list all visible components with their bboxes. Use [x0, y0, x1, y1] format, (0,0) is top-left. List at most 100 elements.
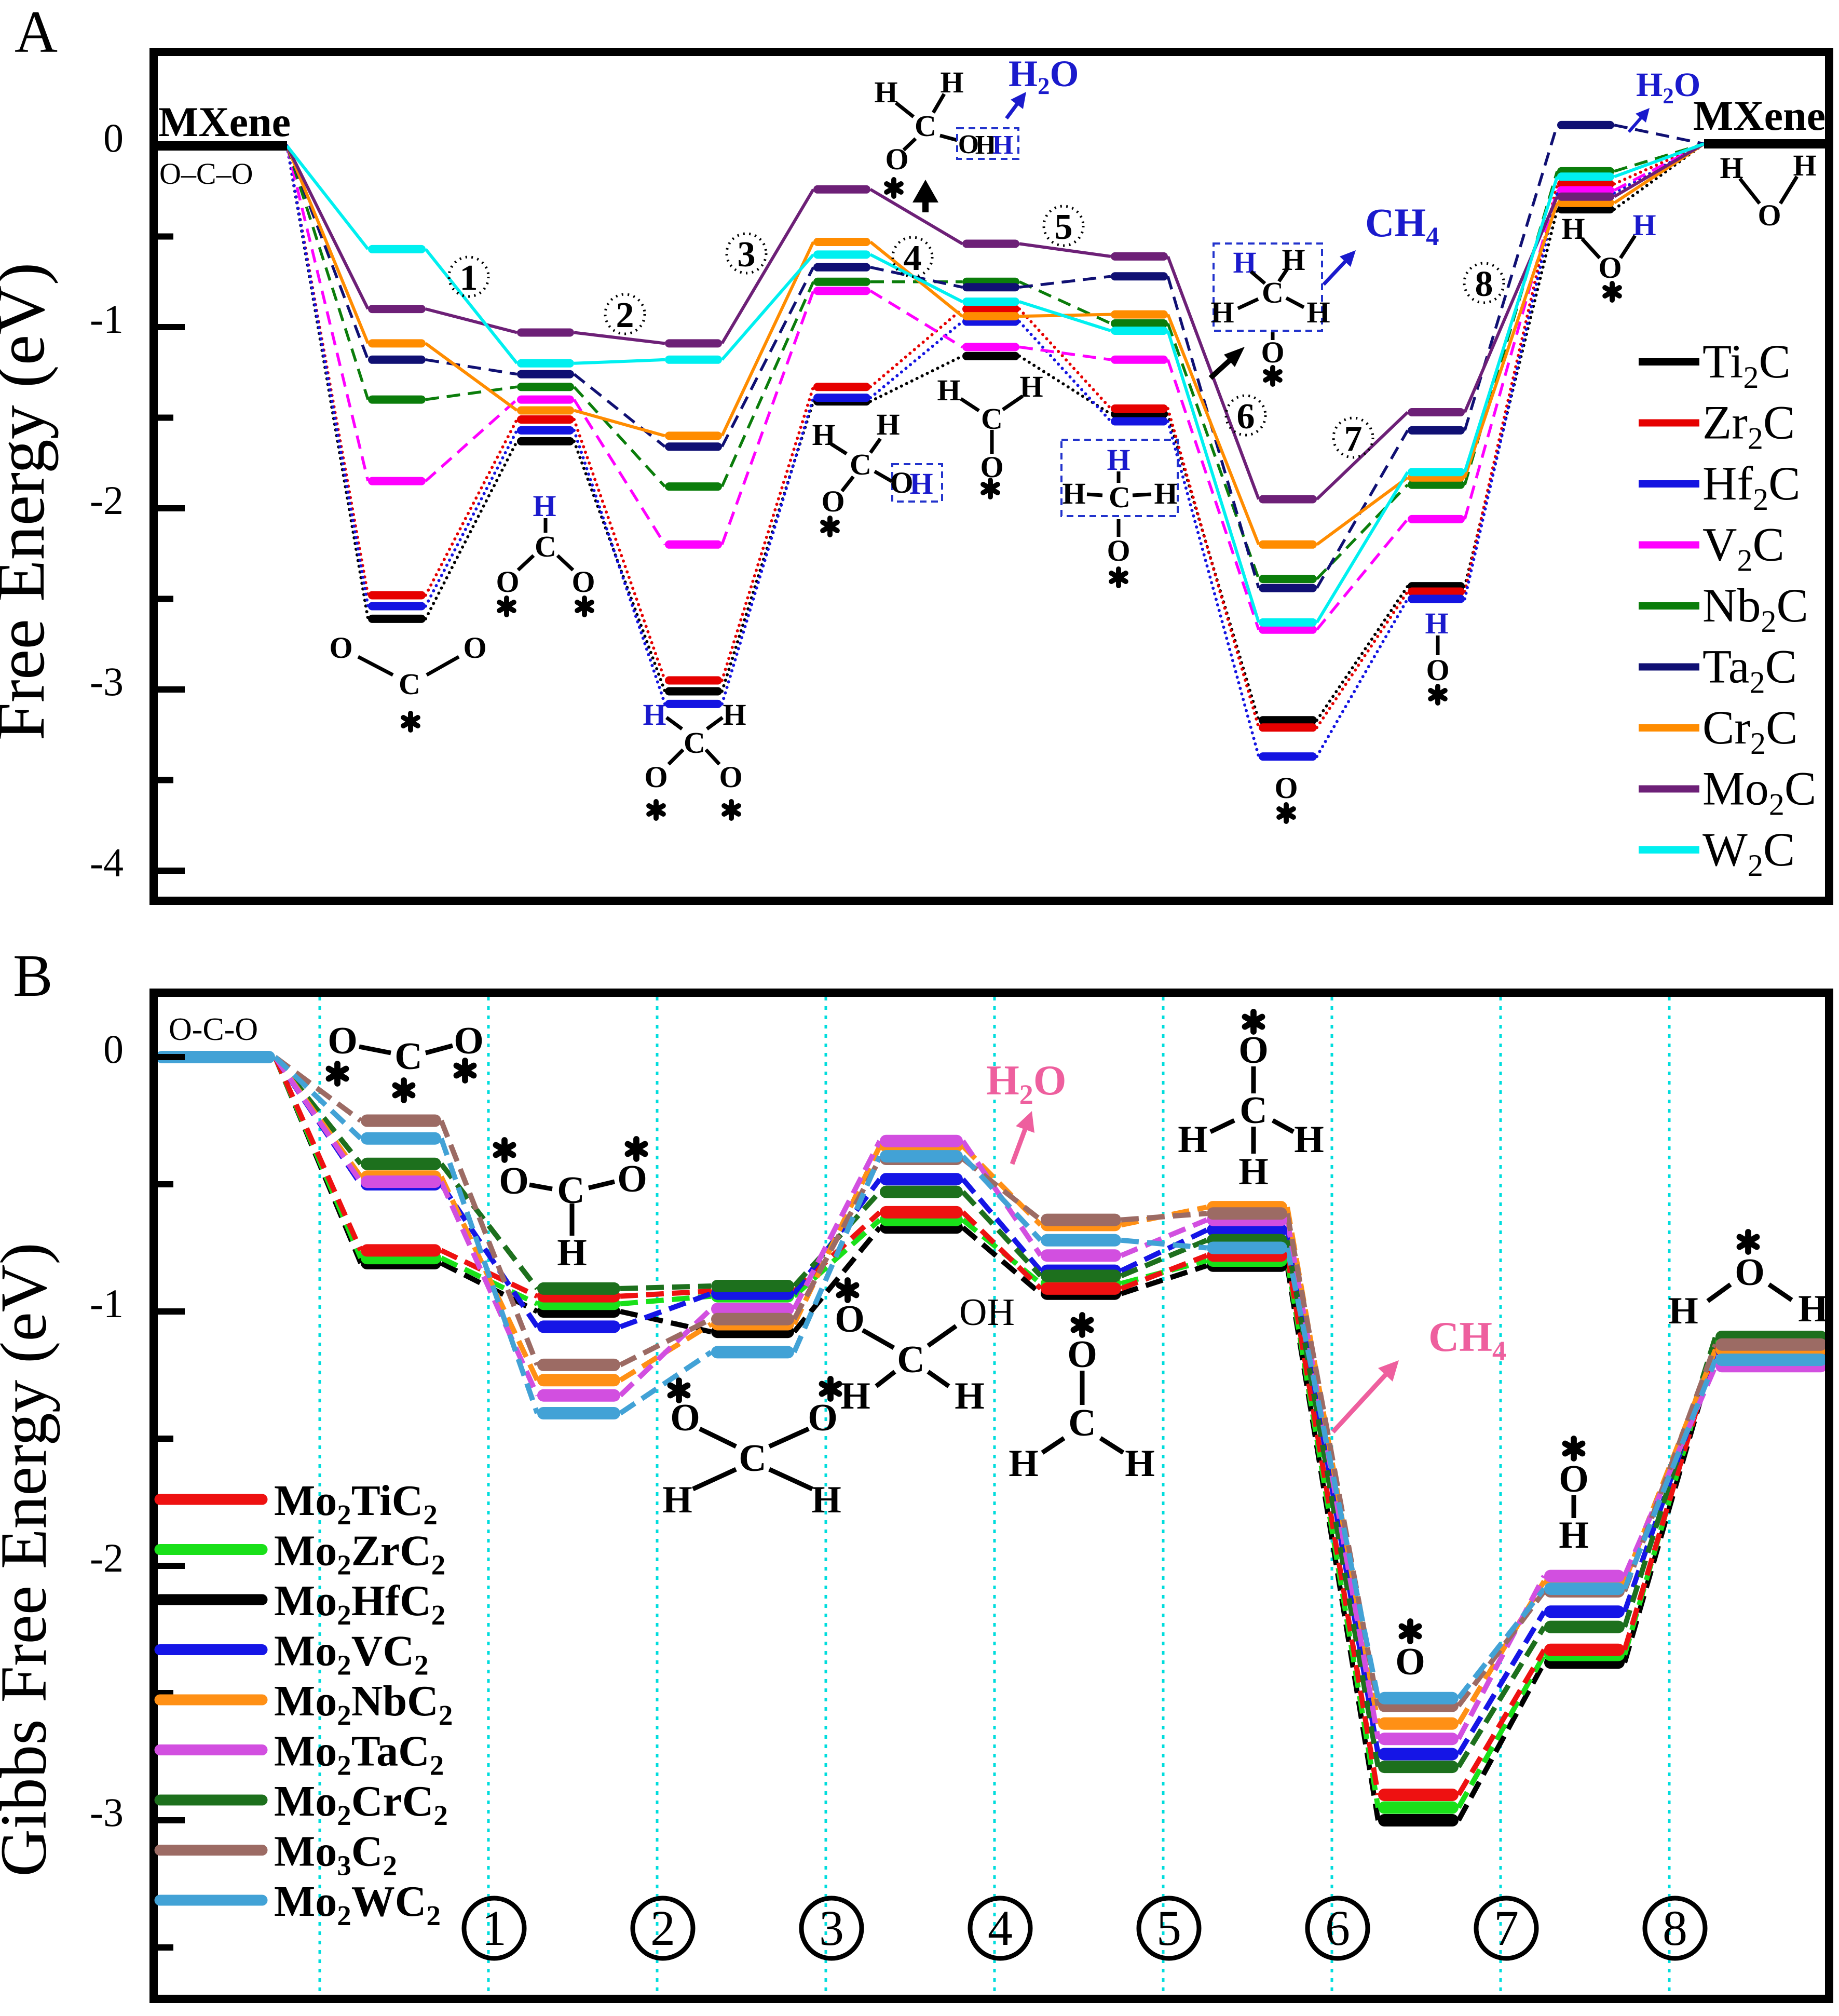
svg-text:C: C	[897, 1338, 924, 1381]
svg-text:8: 8	[1475, 264, 1493, 304]
svg-text:O: O	[463, 631, 486, 665]
svg-text:C: C	[739, 1437, 766, 1480]
svg-text:O: O	[890, 466, 913, 499]
svg-text:Mo2NbC2: Mo2NbC2	[274, 1677, 453, 1731]
svg-text:O: O	[821, 484, 844, 518]
svg-text:O: O	[670, 1397, 700, 1439]
svg-text:3: 3	[738, 235, 756, 275]
svg-text:H: H	[662, 1479, 692, 1521]
svg-text:O: O	[1274, 771, 1298, 805]
svg-text:O: O	[885, 142, 908, 176]
svg-text:O: O	[496, 565, 519, 599]
svg-text:0: 0	[103, 115, 124, 160]
svg-text:O: O	[499, 1160, 529, 1202]
svg-text:H: H	[1019, 370, 1043, 403]
svg-text:Mo2TaC2: Mo2TaC2	[274, 1727, 444, 1781]
svg-text:H2O: H2O	[986, 1057, 1067, 1110]
svg-text:H: H	[533, 489, 556, 523]
svg-text:5: 5	[1156, 1900, 1181, 1956]
svg-text:H: H	[992, 130, 1013, 160]
svg-text:3: 3	[819, 1900, 844, 1956]
svg-text:C: C	[850, 448, 871, 481]
svg-text:H: H	[1306, 295, 1330, 329]
svg-text:H: H	[937, 373, 960, 407]
svg-text:Mo2TiC2: Mo2TiC2	[274, 1477, 438, 1531]
svg-text:MXene: MXene	[158, 98, 291, 145]
svg-text:CH4: CH4	[1428, 1313, 1506, 1366]
svg-text:O: O	[1238, 1029, 1269, 1072]
svg-text:6: 6	[1237, 397, 1255, 437]
svg-text:Mo3C2: Mo3C2	[274, 1828, 397, 1882]
svg-text:O: O	[1067, 1333, 1097, 1376]
svg-text:Mo2CrC2: Mo2CrC2	[274, 1777, 448, 1831]
svg-text:6: 6	[1325, 1900, 1350, 1956]
svg-text:O: O	[644, 760, 668, 794]
svg-text:H: H	[1798, 1288, 1828, 1330]
svg-text:H: H	[723, 698, 746, 732]
svg-text:O: O	[329, 631, 352, 665]
svg-text:H: H	[1009, 1442, 1039, 1485]
svg-text:H: H	[1238, 1151, 1269, 1193]
svg-text:Gibbs Free Energy (eV): Gibbs Free Energy (eV)	[0, 1242, 60, 1876]
svg-text:O: O	[1395, 1641, 1425, 1683]
svg-text:H: H	[1425, 606, 1448, 640]
svg-text:5: 5	[1055, 207, 1073, 247]
svg-text:-3: -3	[90, 1790, 124, 1835]
svg-text:O: O	[808, 1397, 838, 1439]
svg-text:4: 4	[904, 238, 922, 278]
svg-text:O: O	[835, 1298, 865, 1341]
svg-text:H: H	[1294, 1118, 1324, 1161]
svg-text:C: C	[1239, 1089, 1267, 1132]
svg-text:C: C	[1068, 1402, 1096, 1444]
svg-text:Mo2WC2: Mo2WC2	[274, 1877, 441, 1931]
svg-text:H: H	[940, 65, 963, 99]
svg-text:1: 1	[482, 1900, 507, 1956]
svg-text:H: H	[955, 1375, 985, 1417]
svg-text:2: 2	[650, 1900, 675, 1956]
svg-text:OH: OH	[959, 1291, 1015, 1334]
svg-text:H: H	[876, 408, 900, 441]
svg-text:O: O	[1261, 335, 1284, 369]
svg-text:2: 2	[616, 295, 634, 335]
svg-text:H: H	[1178, 1118, 1208, 1161]
svg-text:O: O	[1735, 1251, 1765, 1294]
svg-text:Mo2C: Mo2C	[1702, 762, 1816, 822]
svg-text:O: O	[1758, 198, 1781, 232]
svg-text:CH4: CH4	[1365, 200, 1439, 251]
svg-text:Hf2C: Hf2C	[1702, 457, 1800, 517]
svg-text:H2O: H2O	[1009, 53, 1079, 100]
svg-text:H2O: H2O	[1636, 66, 1700, 109]
svg-text:MXene: MXene	[1693, 92, 1826, 139]
svg-text:H: H	[1154, 477, 1177, 510]
svg-text:Cr2C: Cr2C	[1702, 701, 1797, 761]
svg-text:H: H	[1632, 208, 1656, 242]
svg-text:4: 4	[988, 1900, 1013, 1956]
svg-text:A: A	[15, 0, 58, 65]
svg-text:H: H	[1125, 1442, 1155, 1485]
svg-text:O–C–O: O–C–O	[159, 157, 253, 191]
svg-text:-2: -2	[90, 478, 124, 523]
svg-text:O: O	[1559, 1458, 1589, 1500]
svg-text:Mo2HfC2: Mo2HfC2	[274, 1577, 445, 1631]
svg-text:V2C: V2C	[1702, 518, 1784, 578]
svg-text:H: H	[557, 1232, 587, 1274]
svg-text:O: O	[328, 1020, 358, 1062]
svg-text:-1: -1	[90, 296, 124, 342]
svg-text:Ti2C: Ti2C	[1702, 335, 1791, 395]
svg-text:O: O	[1426, 653, 1449, 687]
svg-text:-3: -3	[90, 659, 124, 704]
svg-text:W2C: W2C	[1702, 823, 1795, 883]
svg-text:B: B	[13, 943, 53, 1009]
svg-text:O: O	[571, 565, 595, 599]
svg-text:O: O	[1598, 251, 1622, 285]
svg-text:H: H	[874, 75, 897, 109]
svg-text:H: H	[975, 130, 996, 160]
svg-text:O: O	[1107, 534, 1130, 567]
svg-text:H: H	[840, 1375, 870, 1417]
svg-text:Mo2VC2: Mo2VC2	[274, 1627, 429, 1681]
svg-text:O: O	[454, 1020, 484, 1062]
svg-text:H: H	[1107, 443, 1130, 477]
svg-text:-1: -1	[90, 1281, 124, 1326]
svg-text:O: O	[719, 760, 742, 794]
svg-text:-2: -2	[90, 1535, 124, 1580]
